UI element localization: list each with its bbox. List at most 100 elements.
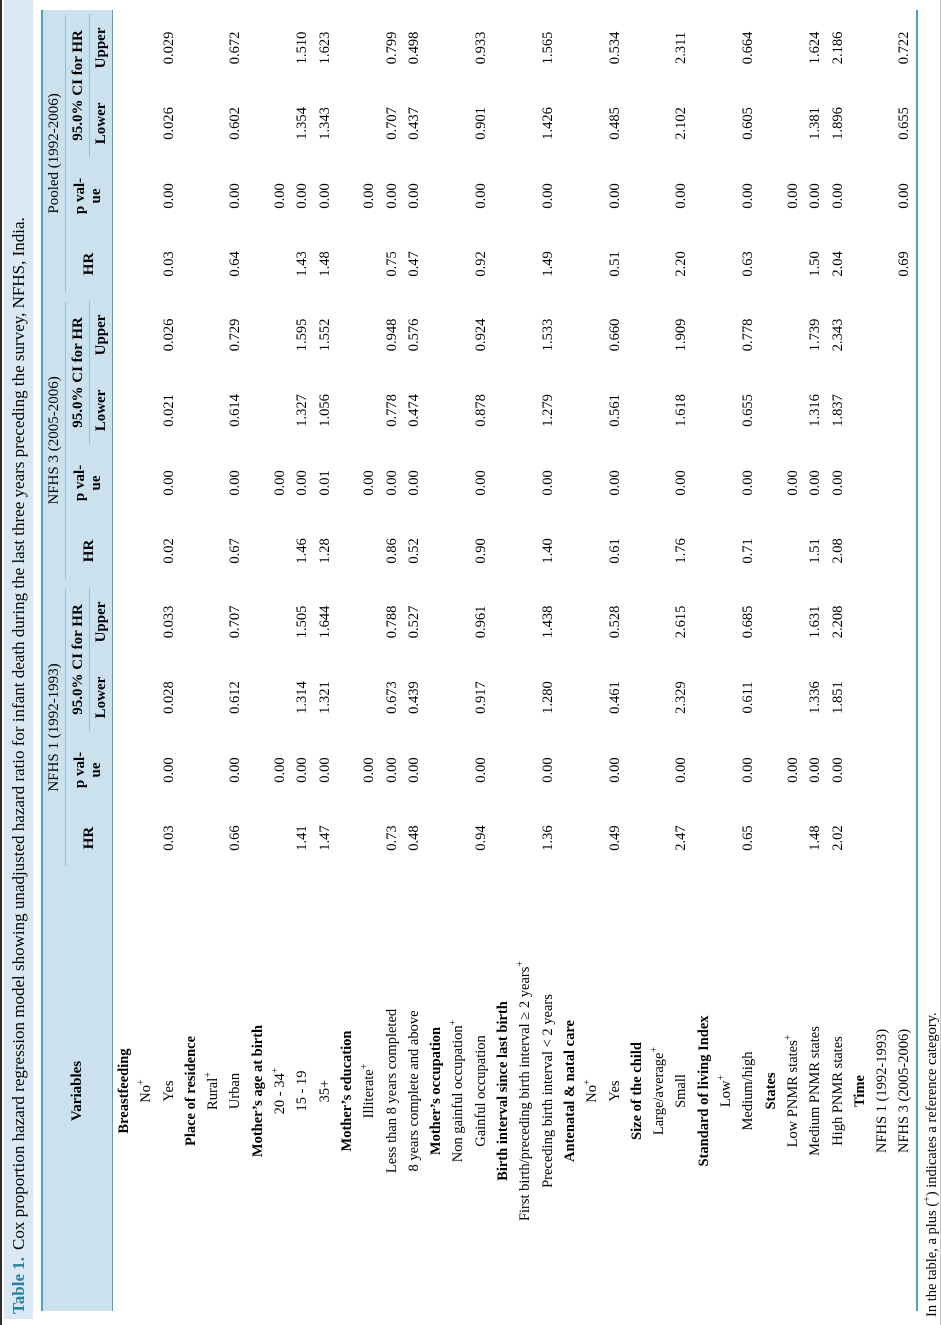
value-cell	[425, 735, 447, 805]
variable-row: 20 - 34+ 0.00 0.00 0.00	[269, 10, 291, 1311]
group-row: Time	[849, 10, 871, 1311]
variable-row: Low+	[715, 10, 737, 1311]
value-cell	[581, 161, 603, 231]
value-cell	[336, 373, 358, 448]
variable-label: NFHS 3 (2005-2006)	[896, 1028, 913, 1154]
value-cell	[581, 584, 603, 660]
value-cell: 0.00	[673, 183, 690, 209]
value-cell: 0.51	[606, 251, 623, 277]
value-cell: 0.63	[740, 251, 757, 277]
variable-label: No+	[582, 1079, 601, 1103]
value-cell	[492, 86, 514, 161]
variable-label: 15 - 19	[294, 1070, 311, 1112]
value-cell	[871, 86, 893, 161]
value-cell	[358, 518, 380, 584]
value-cell	[581, 735, 603, 805]
value-cell	[871, 805, 893, 871]
value-cell	[782, 660, 804, 735]
reference-plus-sign: +	[515, 960, 527, 967]
value-cell	[492, 231, 514, 297]
variable-row: Medium PNMR states 1.48 0.00 1.336 1.631 1.51…	[804, 10, 826, 1311]
column-header-upper: Upper	[90, 296, 113, 373]
value-cell	[425, 161, 447, 231]
group-row: Mother’s education	[336, 10, 358, 1311]
value-cell	[782, 297, 804, 373]
value-cell	[336, 161, 358, 231]
variable-row: NFHS 3 (2005-2006) 0.69 0.00 0.655 0.722	[893, 10, 916, 1311]
value-cell	[269, 660, 291, 735]
variable-label: Medium PNMR states	[807, 1026, 824, 1156]
value-cell	[269, 297, 291, 373]
value-cell	[492, 297, 514, 373]
value-cell: 0.00	[405, 470, 422, 496]
value-cell: 0.029	[160, 31, 177, 65]
value-cell	[180, 231, 202, 297]
value-cell	[893, 297, 916, 373]
value-cell	[247, 297, 269, 373]
variable-label: NFHS 1 (1992-1993)	[874, 1028, 891, 1154]
variable-label: Medium/high	[740, 1051, 757, 1131]
value-cell	[893, 448, 916, 518]
value-cell: 2.208	[829, 605, 846, 639]
variable-row: Large/average+	[648, 10, 670, 1311]
value-cell	[693, 735, 715, 805]
value-cell	[447, 448, 469, 518]
reference-plus-sign: +	[359, 1063, 371, 1070]
value-cell	[247, 660, 269, 735]
value-cell: 0.00	[807, 757, 824, 783]
value-cell	[849, 231, 871, 297]
value-cell: 0.437	[405, 107, 422, 140]
value-cell: 0.86	[383, 538, 400, 564]
value-cell	[112, 660, 136, 735]
value-cell: 0.67	[227, 538, 244, 564]
value-cell: 0.614	[227, 394, 244, 427]
value-cell	[581, 448, 603, 518]
value-cell	[202, 297, 224, 373]
value-cell: 0.00	[316, 757, 333, 783]
value-cell: 0.00	[539, 757, 556, 783]
variable-row: No+	[581, 10, 603, 1311]
variable-row: 8 years complete and above 0.48 0.00 0.439 0…	[403, 10, 425, 1311]
value-cell	[135, 448, 157, 518]
group-label: Standard of living Index	[695, 1015, 712, 1167]
value-cell: 1.056	[316, 394, 333, 427]
value-cell	[447, 10, 469, 86]
value-cell	[648, 297, 670, 373]
value-cell	[202, 86, 224, 161]
group-label: Mother’s occupation	[428, 1026, 445, 1156]
value-cell: 1.595	[294, 318, 311, 352]
value-cell	[135, 805, 157, 871]
value-cell	[492, 518, 514, 584]
value-cell: 0.707	[227, 605, 244, 639]
variable-label: First birth/preceding birth interval ≥ 2…	[515, 960, 534, 1222]
group-label: Mother’s education	[338, 1030, 355, 1152]
value-cell	[782, 805, 804, 871]
value-cell: 0.00	[673, 757, 690, 783]
value-cell	[715, 161, 737, 231]
value-cell: 0.00	[784, 183, 801, 209]
value-cell: 0.00	[272, 183, 289, 209]
value-cell: 0.778	[740, 318, 757, 352]
value-cell	[514, 805, 536, 871]
value-cell: 1.28	[316, 538, 333, 564]
value-cell: 0.00	[160, 757, 177, 783]
value-cell	[492, 735, 514, 805]
footnote-text-pre: In the table, a plus (	[923, 1201, 940, 1317]
variable-row: 15 - 19 1.41 0.00 1.314 1.505 1.46 0.00 1.327 1.…	[291, 10, 313, 1311]
table-caption-number: Table 1.	[9, 1256, 28, 1314]
value-cell	[336, 448, 358, 518]
reference-plus-sign: +	[448, 1019, 460, 1026]
value-cell: 1.426	[539, 107, 556, 140]
value-cell: 0.685	[740, 605, 757, 639]
value-cell: 1.48	[316, 251, 333, 277]
value-cell: 1.533	[539, 318, 556, 352]
value-cell	[180, 10, 202, 86]
value-cell	[514, 10, 536, 86]
value-cell	[648, 86, 670, 161]
value-cell	[447, 86, 469, 161]
group-label: Antenatal & natal care	[561, 1020, 578, 1162]
value-cell: 0.00	[539, 470, 556, 496]
group-row: Antenatal & natal care	[559, 10, 581, 1311]
value-cell	[581, 231, 603, 297]
value-cell	[492, 805, 514, 871]
